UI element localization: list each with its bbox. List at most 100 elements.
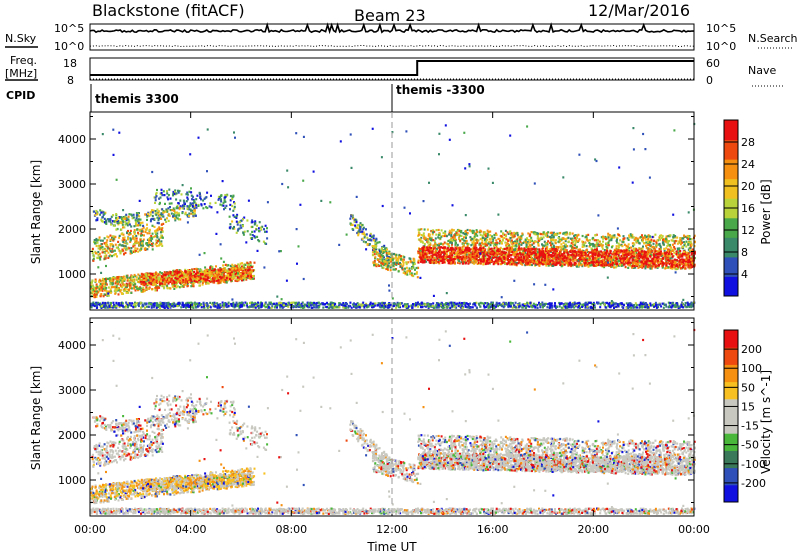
power-cell [440, 235, 443, 238]
power-cell [556, 246, 559, 249]
power-cell [143, 277, 146, 280]
power-cell [231, 220, 234, 223]
power-cell [199, 275, 202, 278]
power-cell [225, 281, 228, 284]
power-cell [383, 264, 386, 267]
power-cell [111, 244, 114, 247]
power-cell [149, 236, 151, 240]
power-cell [244, 271, 246, 274]
power-cell [373, 253, 376, 256]
power-cell [154, 286, 157, 289]
power-cell [443, 234, 446, 238]
power-cell [140, 272, 143, 275]
power-cell [519, 240, 522, 243]
power-cell [679, 250, 682, 253]
power-cell [184, 281, 187, 284]
power-cell [236, 223, 239, 226]
power-cell [99, 239, 102, 242]
power-cell [124, 283, 127, 286]
power-cell [531, 243, 534, 246]
power-cell [357, 234, 360, 237]
power-cell [253, 230, 256, 233]
power-cell [423, 236, 426, 239]
power-cell [94, 252, 97, 255]
power-cell [100, 286, 103, 289]
power-cell [103, 255, 106, 258]
power-cell [201, 281, 204, 284]
power-cell [192, 213, 195, 216]
power-cell [403, 256, 406, 259]
power-cell [642, 245, 644, 248]
power-cell [549, 231, 552, 234]
power-cell [473, 232, 476, 235]
power-cell [571, 237, 574, 240]
power-cell [94, 241, 97, 244]
freq-left-top-tick: 18 [63, 57, 77, 70]
power-cell [235, 267, 237, 270]
power-cell [93, 239, 96, 242]
power-cell [227, 275, 230, 278]
power-cell [582, 243, 585, 246]
power-cell [205, 196, 208, 199]
power-cell [571, 248, 574, 251]
power-cell [432, 239, 435, 242]
power-cell [118, 243, 121, 246]
power-cell [198, 280, 201, 283]
power-cell [155, 271, 157, 274]
power-cell [154, 283, 157, 286]
power-cell [198, 284, 201, 287]
power-cell [466, 242, 469, 245]
power-cell [526, 241, 529, 244]
power-cell [133, 232, 136, 235]
power-cell [679, 241, 682, 244]
power-cell [90, 281, 93, 284]
power-cell [92, 259, 95, 262]
power-cell [237, 268, 240, 271]
nave-label: Nave [748, 64, 776, 77]
power-cell [573, 235, 576, 238]
power-cell [374, 242, 377, 245]
power-cell [643, 236, 646, 239]
power-cell [389, 269, 392, 272]
power-cell [481, 236, 484, 239]
power-cell [101, 284, 104, 287]
power-cell [135, 276, 138, 279]
power-cell [140, 283, 143, 286]
power-cell [171, 277, 174, 280]
power-cell [231, 197, 234, 201]
power-cell [660, 247, 662, 251]
power-cell [380, 253, 383, 257]
power-cell [691, 248, 694, 251]
frequency-trace [90, 60, 694, 76]
power-cell [170, 272, 172, 275]
power-cell [142, 244, 145, 247]
power-cell [372, 248, 375, 251]
power-cell [647, 235, 650, 238]
power-cell [117, 282, 119, 285]
power-cell [539, 233, 542, 236]
power-cell [194, 280, 197, 283]
power-cell [647, 234, 650, 237]
power-cell [371, 245, 374, 248]
power-cell [656, 243, 659, 247]
power-cell [363, 236, 366, 239]
power-cell [249, 233, 252, 236]
power-cell [603, 249, 606, 252]
power-cell [641, 234, 643, 237]
power-cell [402, 271, 405, 274]
power-cell [356, 231, 359, 235]
power-cell [184, 268, 187, 271]
power-cell [453, 236, 456, 239]
power-cell [421, 241, 424, 244]
power-cell [169, 287, 172, 290]
power-cell [114, 253, 117, 256]
power-cell [562, 232, 565, 235]
power-cell [147, 277, 149, 280]
power-cell [647, 238, 650, 241]
power-cell [115, 213, 118, 216]
power-cell [378, 253, 380, 257]
power-cell [210, 274, 213, 277]
power-cell [404, 273, 407, 276]
power-cell [647, 241, 649, 244]
power-cell [95, 210, 98, 213]
